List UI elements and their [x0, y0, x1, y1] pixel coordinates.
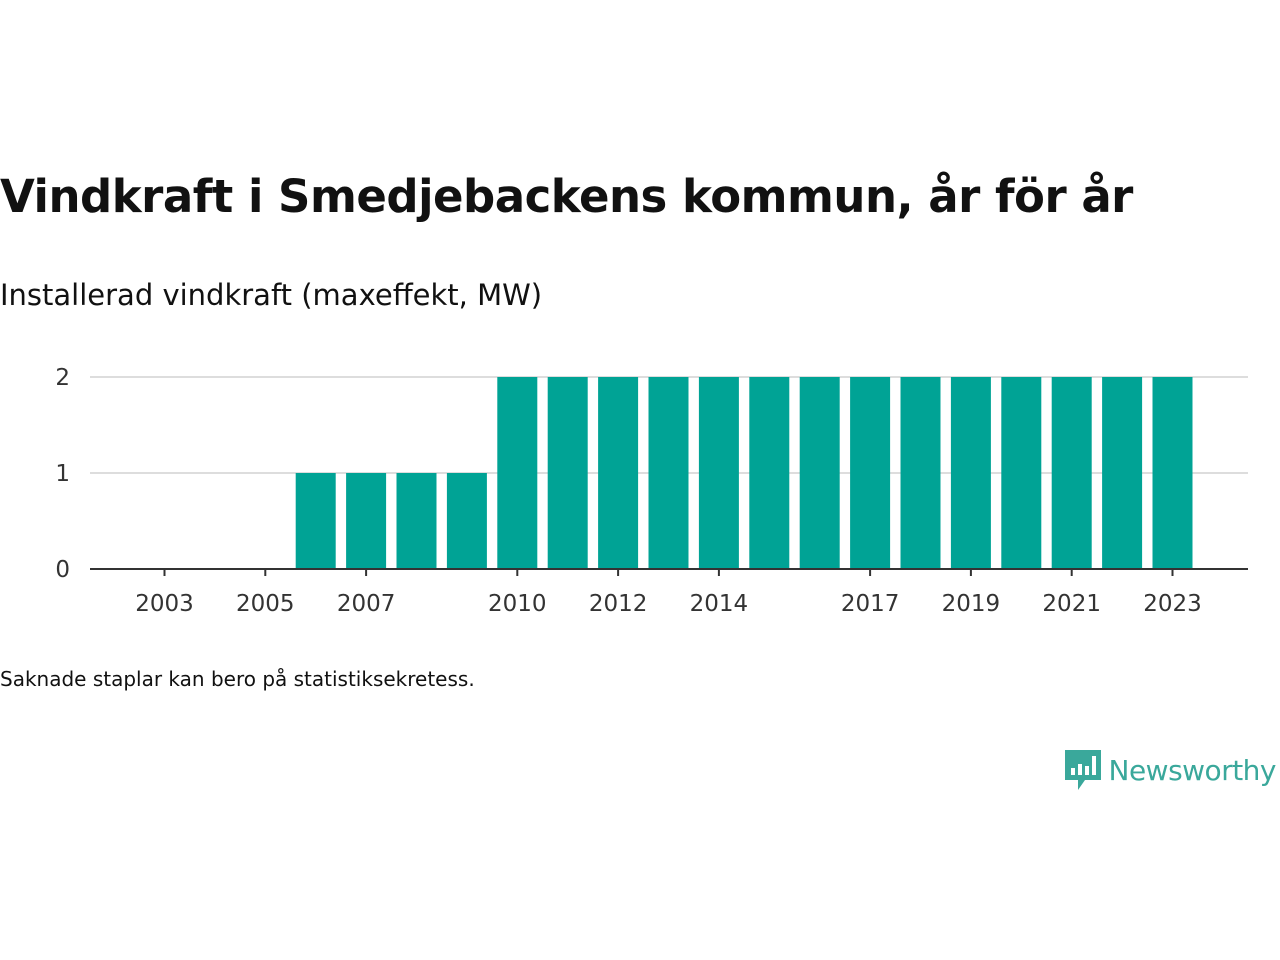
brand-name: Newsworthy	[1108, 753, 1277, 787]
bar-2011	[547, 377, 588, 569]
footnote: Saknade staplar kan bero på statistiksek…	[0, 667, 475, 691]
chart-title: Vindkraft i Smedjebackens kommun, år för…	[0, 170, 1133, 223]
bar-2008	[396, 473, 437, 569]
x-tick-label: 2005	[236, 591, 295, 617]
y-axis-ticks: 0 1 2	[55, 365, 70, 583]
bar-2018	[900, 377, 941, 569]
newsworthy-logo-icon	[1064, 750, 1101, 790]
x-tick-label: 2012	[589, 591, 648, 617]
bar-2007	[346, 473, 387, 569]
x-tick-label: 2007	[337, 591, 396, 617]
bar-chart: 0 1 2 2003 2005 2007 2010 2012 2014 2017 2019 2021…	[55, 365, 1248, 617]
x-tick-label: 2023	[1143, 591, 1202, 617]
bar-2019	[950, 377, 991, 569]
bar-2015	[749, 377, 790, 569]
x-tick-label: 2021	[1042, 591, 1101, 617]
y-tick-label: 1	[55, 461, 70, 487]
bar-2023	[1152, 377, 1193, 569]
chart-subtitle: Installerad vindkraft (maxeffekt, MW)	[0, 278, 543, 312]
x-tick-label: 2017	[841, 591, 900, 617]
x-tick-label: 2003	[135, 591, 194, 617]
bar-2006	[295, 473, 336, 569]
bar-2010	[497, 377, 538, 569]
bars	[295, 377, 1193, 569]
x-tick-label: 2014	[690, 591, 749, 617]
x-axis-ticks: 2003 2005 2007 2010 2012 2014 2017 2019 2021 2023	[135, 569, 1202, 617]
bar-2009	[446, 473, 487, 569]
bar-2012	[598, 377, 639, 569]
x-tick-label: 2010	[488, 591, 547, 617]
bar-2016	[799, 377, 840, 569]
x-tick-label: 2019	[942, 591, 1001, 617]
bar-2017	[850, 377, 891, 569]
newsworthy-brand: Newsworthy	[1063, 748, 1277, 792]
y-tick-label: 0	[55, 557, 70, 583]
bar-2020	[1001, 377, 1042, 569]
bar-2014	[698, 377, 739, 569]
y-tick-label: 2	[55, 365, 70, 391]
bar-2021	[1051, 377, 1092, 569]
bar-2013	[648, 377, 689, 569]
bar-2022	[1102, 377, 1143, 569]
